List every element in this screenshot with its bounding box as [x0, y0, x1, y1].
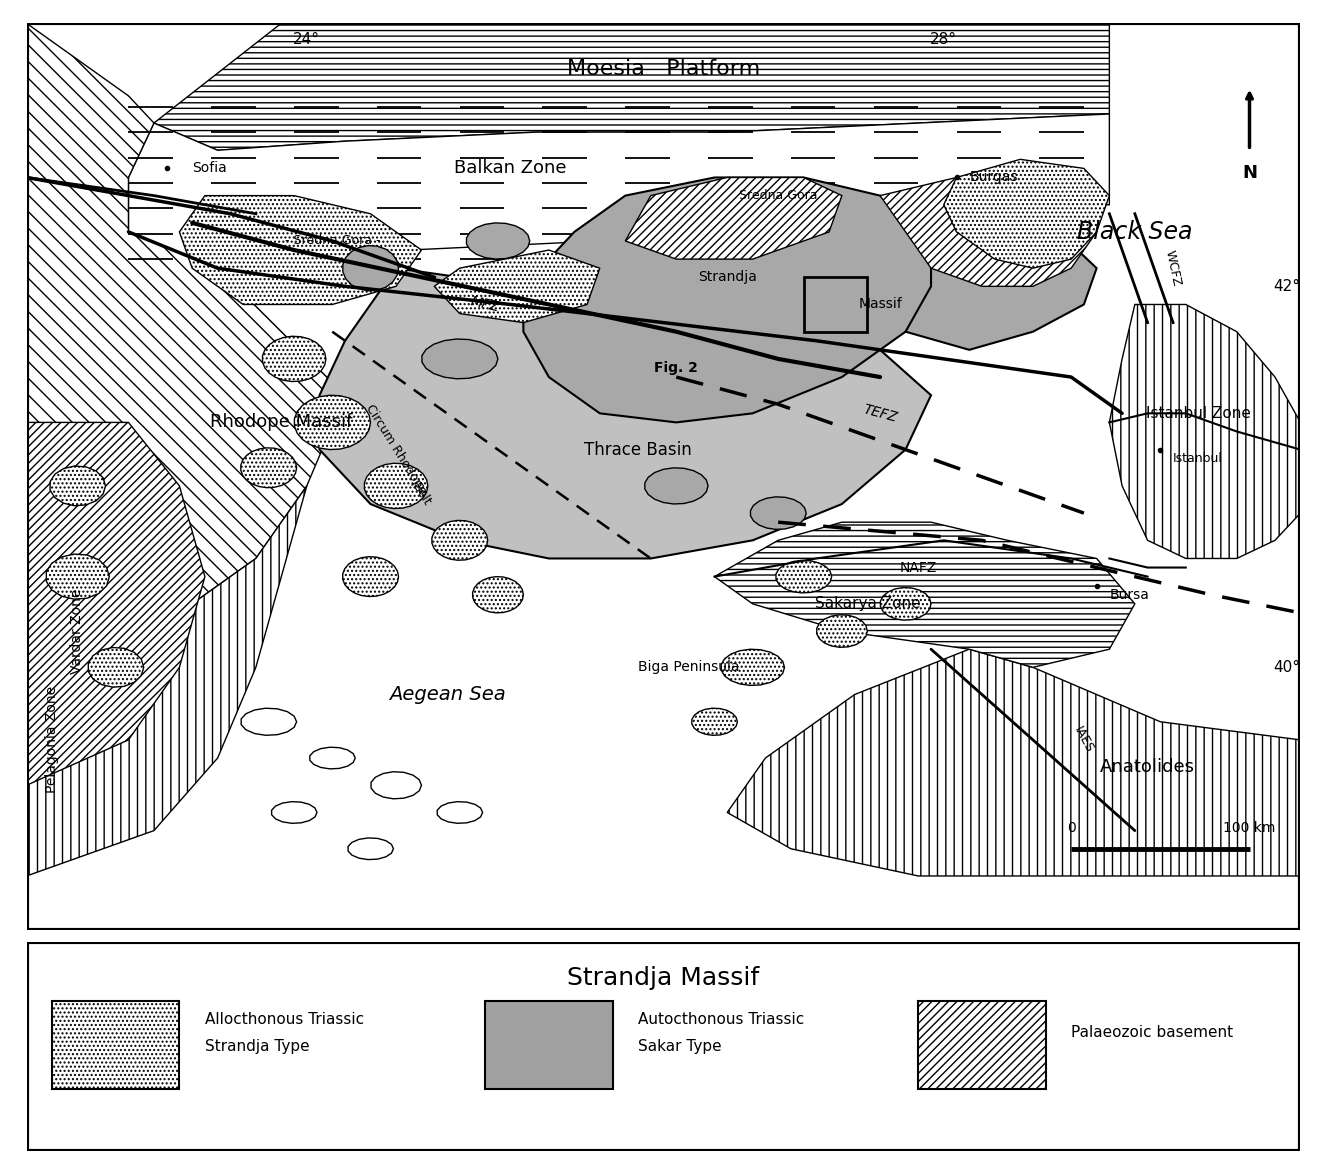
Text: 28°: 28°	[930, 33, 957, 48]
Text: 40°: 40°	[1274, 659, 1300, 675]
Polygon shape	[154, 23, 1109, 150]
Text: Moesia   Platform: Moesia Platform	[567, 58, 760, 79]
Text: IAES: IAES	[1072, 725, 1096, 755]
Text: Bursa: Bursa	[1109, 587, 1149, 601]
Text: Aegean Sea: Aegean Sea	[389, 685, 506, 704]
Polygon shape	[89, 648, 143, 687]
Polygon shape	[129, 114, 1109, 269]
Text: Burgas: Burgas	[969, 171, 1018, 185]
Text: Sofia: Sofia	[192, 162, 227, 176]
Text: N: N	[1242, 164, 1257, 181]
Text: Fig. 2: Fig. 2	[654, 361, 698, 374]
Text: Balkan Zone: Balkan Zone	[454, 159, 567, 178]
Text: Sakarya Zone: Sakarya Zone	[815, 597, 920, 612]
Polygon shape	[776, 561, 832, 593]
Polygon shape	[309, 747, 356, 769]
Text: TEFZ: TEFZ	[861, 402, 898, 424]
Polygon shape	[751, 497, 807, 529]
Polygon shape	[625, 178, 841, 259]
Polygon shape	[943, 159, 1109, 269]
Polygon shape	[27, 23, 345, 668]
Text: Allocthonous Triassic: Allocthonous Triassic	[204, 1012, 364, 1027]
Text: Strandja: Strandja	[698, 270, 756, 284]
Polygon shape	[50, 466, 106, 506]
Polygon shape	[27, 486, 307, 876]
Polygon shape	[714, 522, 1135, 668]
Polygon shape	[46, 554, 109, 599]
Text: Rhodope Massif: Rhodope Massif	[210, 413, 353, 431]
Text: Strandja Massif: Strandja Massif	[568, 965, 759, 990]
Polygon shape	[472, 577, 523, 613]
Polygon shape	[342, 245, 398, 291]
Text: Strandja Type: Strandja Type	[204, 1040, 309, 1054]
Text: Sakar Type: Sakar Type	[638, 1040, 722, 1054]
Text: 100 km: 100 km	[1223, 821, 1275, 835]
Bar	[486, 1000, 613, 1089]
Bar	[52, 1000, 179, 1089]
Text: Thrace Basin: Thrace Basin	[584, 441, 691, 458]
Polygon shape	[880, 587, 932, 620]
Text: Istanbul Zone: Istanbul Zone	[1147, 406, 1251, 421]
Polygon shape	[434, 250, 600, 322]
Polygon shape	[722, 649, 784, 685]
Text: Massif: Massif	[859, 298, 902, 312]
Polygon shape	[365, 463, 427, 508]
Text: Vardar Zone: Vardar Zone	[70, 588, 85, 673]
Text: Palaeozoic basement: Palaeozoic basement	[1071, 1025, 1233, 1040]
Polygon shape	[295, 395, 370, 450]
Text: Anatolides: Anatolides	[1100, 758, 1196, 776]
Polygon shape	[880, 178, 1096, 286]
Polygon shape	[342, 557, 398, 597]
Polygon shape	[431, 520, 488, 561]
Polygon shape	[422, 338, 498, 379]
Polygon shape	[320, 269, 932, 558]
Text: Black Sea: Black Sea	[1078, 220, 1193, 244]
Text: Pelagonia Zone: Pelagonia Zone	[45, 686, 58, 793]
Text: Belt: Belt	[410, 481, 434, 509]
Text: 24°: 24°	[293, 33, 320, 48]
Text: NAFZ: NAFZ	[900, 561, 937, 575]
Text: - Sredna Gora -: - Sredna Gora -	[284, 235, 380, 248]
Bar	[804, 277, 868, 331]
Text: Circum Rhodope: Circum Rhodope	[364, 402, 429, 497]
Polygon shape	[1109, 305, 1300, 558]
Text: 42°: 42°	[1274, 279, 1300, 294]
Polygon shape	[179, 195, 422, 305]
Polygon shape	[437, 801, 483, 823]
Polygon shape	[816, 615, 868, 648]
Polygon shape	[523, 178, 943, 422]
Polygon shape	[242, 708, 297, 735]
Polygon shape	[272, 801, 317, 823]
Polygon shape	[348, 837, 393, 859]
Text: MFZ: MFZ	[470, 294, 502, 315]
Polygon shape	[691, 708, 738, 735]
Polygon shape	[372, 772, 422, 799]
Text: Istanbul: Istanbul	[1173, 452, 1223, 465]
Polygon shape	[240, 448, 297, 487]
Bar	[918, 1000, 1046, 1089]
Text: Sredna Gora: Sredna Gora	[739, 190, 817, 202]
Polygon shape	[727, 649, 1300, 876]
Text: Biga Peninsula: Biga Peninsula	[638, 661, 739, 675]
Text: Autocthonous Triassic: Autocthonous Triassic	[638, 1012, 804, 1027]
Polygon shape	[263, 336, 326, 381]
Text: WCFZ: WCFZ	[1162, 249, 1184, 287]
Text: 0: 0	[1067, 821, 1075, 835]
Polygon shape	[27, 422, 204, 785]
Polygon shape	[467, 223, 529, 259]
Polygon shape	[645, 468, 709, 504]
Polygon shape	[905, 214, 1096, 350]
